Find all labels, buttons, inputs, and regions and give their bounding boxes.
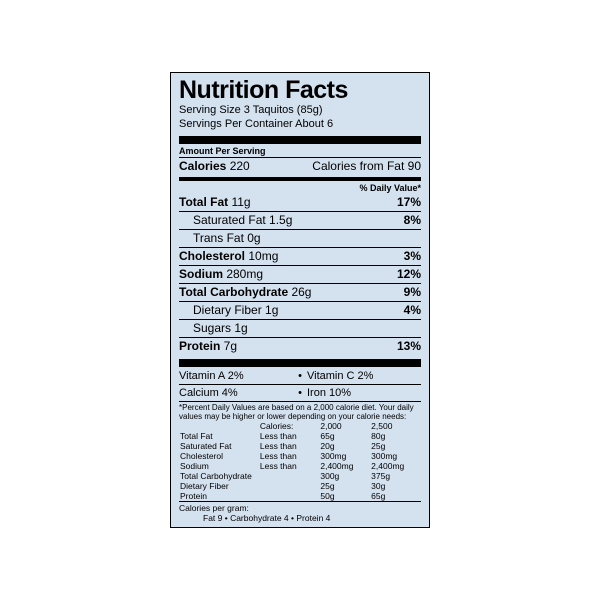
- ref-row: CholesterolLess than300mg300mg: [179, 451, 421, 461]
- divider-med: [179, 177, 421, 181]
- ref-row: Protein50g65g: [179, 491, 421, 501]
- nutrient-row: Sodium 280mg12%: [179, 266, 421, 283]
- amount-per-serving-label: Amount Per Serving: [179, 145, 421, 157]
- ref-row: SodiumLess than2,400mg2,400mg: [179, 461, 421, 471]
- ref-row: Saturated FatLess than20g25g: [179, 441, 421, 451]
- reference-table: Calories: 2,000 2,500 Total FatLess than…: [179, 421, 421, 501]
- nutrient-row: Total Fat 11g17%: [179, 194, 421, 211]
- vitamins-block: Vitamin A 2%•Vitamin C 2%Calcium 4%•Iron…: [179, 368, 421, 401]
- servings-per-container: Servings Per Container About 6: [179, 118, 421, 132]
- ref-row: Total FatLess than65g80g: [179, 431, 421, 441]
- nutrient-row: Sugars 1g: [179, 320, 421, 337]
- nutrient-row: Saturated Fat 1.5g8%: [179, 212, 421, 229]
- ref-row: Dietary Fiber25g30g: [179, 481, 421, 491]
- ref-row: Total Carbohydrate300g375g: [179, 471, 421, 481]
- nutrient-row: Dietary Fiber 1g4%: [179, 302, 421, 319]
- vitamin-row: Calcium 4%•Iron 10%: [179, 385, 421, 401]
- nutrient-row: Protein 7g13%: [179, 338, 421, 355]
- nutrient-table: Total Fat 11g17%Saturated Fat 1.5g8%Tran…: [179, 194, 421, 355]
- calories-per-gram: Calories per gram: Fat 9 • Carbohydrate …: [179, 503, 421, 523]
- nutrient-row: Total Carbohydrate 26g9%: [179, 284, 421, 301]
- serving-size: Serving Size 3 Taquitos (85g): [179, 104, 421, 118]
- calories-value: 220: [230, 159, 250, 173]
- nutrition-facts-panel: Nutrition Facts Serving Size 3 Taquitos …: [170, 72, 430, 529]
- vitamin-row: Vitamin A 2%•Vitamin C 2%: [179, 368, 421, 384]
- calories-label: Calories: [179, 159, 226, 173]
- ref-header-row: Calories: 2,000 2,500: [179, 421, 421, 431]
- nutrient-row: Trans Fat 0g: [179, 230, 421, 247]
- calories-row: Calories 220 Calories from Fat 90: [179, 158, 421, 175]
- nutrient-row: Cholesterol 10mg3%: [179, 248, 421, 265]
- divider-thick: [179, 359, 421, 367]
- calories-from-fat: Calories from Fat 90: [312, 159, 421, 173]
- daily-value-header: % Daily Value*: [179, 182, 421, 194]
- divider-thick: [179, 136, 421, 144]
- disclaimer-text: *Percent Daily Values are based on a 2,0…: [179, 403, 421, 421]
- panel-title: Nutrition Facts: [179, 79, 421, 103]
